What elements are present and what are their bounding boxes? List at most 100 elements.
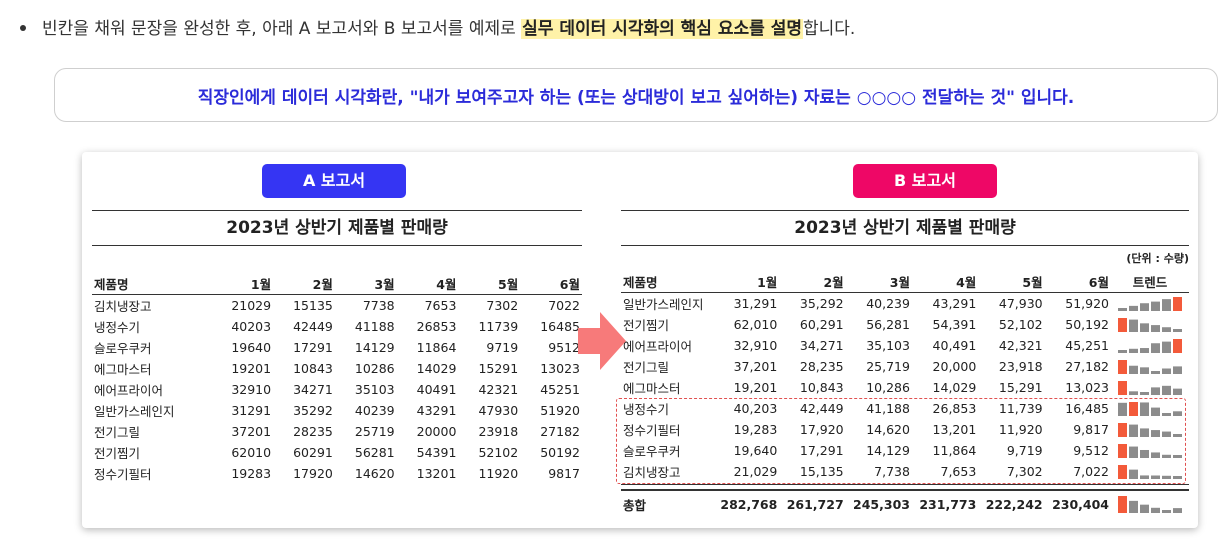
sales-value: 43,291 — [932, 296, 977, 311]
sales-value: 32,910 — [733, 338, 778, 353]
trend-bar — [1173, 411, 1182, 416]
trend-bar — [1151, 387, 1160, 395]
total-value: 282,768 — [712, 489, 780, 517]
trend-bar — [1173, 508, 1182, 513]
trend-sparkline — [1118, 318, 1182, 332]
sales-value: 7022 — [548, 298, 580, 313]
sales-value: 19,640 — [733, 443, 778, 458]
sales-value: 42321 — [478, 382, 519, 397]
report-a-body: 김치냉장고 21029 15135 7738 7653 7302 7022 냉정수기 40203… — [92, 295, 582, 485]
sales-value: 50192 — [540, 445, 580, 460]
sales-value: 7,302 — [1006, 464, 1043, 479]
trend-bar — [1162, 475, 1171, 479]
sales-value: 27182 — [540, 424, 580, 439]
product-name: 일반가스레인지 — [623, 297, 704, 312]
product-name: 전기그릴 — [623, 360, 670, 375]
trend-bar — [1162, 299, 1171, 311]
product-name: 에그마스터 — [623, 381, 681, 396]
trend-bar — [1118, 402, 1127, 416]
sales-value: 25,719 — [866, 359, 910, 374]
trend-bar — [1118, 465, 1127, 479]
sales-value: 23,918 — [998, 359, 1043, 374]
sales-value: 37201 — [231, 424, 272, 439]
sales-value: 54,391 — [932, 317, 977, 332]
trend-bar — [1173, 434, 1182, 437]
sales-value: 10,286 — [866, 380, 910, 395]
sales-value: 32910 — [231, 382, 272, 397]
sales-value: 20000 — [416, 424, 457, 439]
trend-bar — [1173, 455, 1182, 458]
column-header: 1월 — [712, 270, 780, 293]
sales-value: 13,023 — [1065, 380, 1109, 395]
product-name: 냉정수기 — [623, 402, 670, 417]
table-row: 전기그릴 37201 28235 25719 20000 23918 27182 — [92, 421, 582, 442]
column-header: 6월 — [1044, 270, 1111, 293]
sales-value: 11739 — [478, 319, 519, 334]
column-header: 제품명 — [621, 270, 713, 293]
sales-value: 40,203 — [733, 401, 778, 416]
sales-value: 15291 — [478, 361, 519, 376]
trend-sparkline — [1118, 360, 1182, 374]
sales-value: 40491 — [416, 382, 457, 397]
trend-bar — [1151, 371, 1160, 374]
sales-value: 60291 — [293, 445, 333, 460]
sales-value: 11864 — [416, 340, 457, 355]
sales-value: 56,281 — [866, 317, 910, 332]
sales-value: 52102 — [478, 445, 519, 460]
sales-value: 17,291 — [799, 443, 844, 458]
sales-value: 47930 — [478, 403, 519, 418]
sales-value: 26,853 — [932, 401, 977, 416]
trend-sparkline — [1118, 465, 1182, 479]
sales-value: 47,930 — [998, 296, 1043, 311]
sales-value: 7,022 — [1073, 464, 1109, 479]
trend-bar — [1151, 452, 1160, 458]
table-row: 전기찜기 62010 60291 56281 54391 52102 50192 — [92, 442, 582, 463]
total-value: 231,773 — [911, 489, 979, 517]
trend-bar — [1173, 329, 1182, 332]
total-row: 총합 282,768 261,727 245,303 231,773 222,242 230… — [621, 489, 1189, 517]
table-row: 전기그릴 37,201 28,235 25,719 20,000 23,918 27,182 — [621, 356, 1189, 377]
sales-value: 40,239 — [866, 296, 910, 311]
table-row: 정수기필터 19283 17920 14620 13201 11920 9817 — [92, 463, 582, 484]
report-a: 2023년 상반기 제품별 판매량 제품명 1월 2월 3월 4월 5월 6월 김치냉장고 2… — [92, 210, 582, 484]
trend-bar — [1173, 297, 1182, 311]
trend-bar — [1151, 507, 1160, 513]
sales-value: 9,719 — [1006, 443, 1043, 458]
report-b-body: 일반가스레인지 31,291 35,292 40,239 43,291 47,930 51,… — [621, 293, 1189, 517]
trend-sparkline — [1118, 339, 1182, 353]
sales-value: 7,653 — [940, 464, 977, 479]
report-b-table: 제품명 1월 2월 3월 4월 5월 6월 트렌드 일반가스레인지 31,291 35,292 40… — [621, 270, 1189, 517]
bullet-icon — [20, 24, 26, 31]
trend-bar — [1118, 318, 1127, 332]
sales-value: 14029 — [416, 361, 457, 376]
sales-value: 7653 — [424, 298, 457, 313]
sales-value: 13023 — [540, 361, 580, 376]
product-name: 전기그릴 — [94, 425, 141, 440]
trend-cell — [1111, 335, 1189, 356]
trend-bar — [1129, 319, 1138, 332]
table-row: 에그마스터 19201 10843 10286 14029 15291 13023 — [92, 358, 582, 379]
column-header: 제품명 — [92, 272, 212, 295]
column-header: 6월 — [520, 272, 582, 295]
trend-sparkline — [1118, 402, 1182, 416]
table-row: 김치냉장고 21029 15135 7738 7653 7302 7022 — [92, 295, 582, 317]
sales-value: 7,738 — [874, 464, 910, 479]
sales-value: 23918 — [478, 424, 519, 439]
sales-value: 14129 — [354, 340, 395, 355]
sales-value: 11,864 — [932, 443, 977, 458]
sales-value: 42449 — [293, 319, 333, 334]
trend-cell — [1111, 356, 1189, 377]
sales-value: 27,182 — [1065, 359, 1109, 374]
sales-value: 17920 — [293, 466, 333, 481]
trend-bar — [1129, 348, 1138, 353]
product-name: 김치냉장고 — [94, 299, 152, 314]
product-name: 냉정수기 — [94, 320, 141, 335]
trend-sparkline — [1118, 297, 1182, 311]
sales-value: 10286 — [354, 361, 395, 376]
sales-value: 43291 — [416, 403, 457, 418]
trend-bar — [1173, 339, 1182, 353]
sales-value: 35,103 — [866, 338, 910, 353]
report-b-label: B 보고서 — [853, 164, 997, 198]
trend-cell — [1111, 377, 1189, 398]
column-header: 2월 — [273, 272, 335, 295]
